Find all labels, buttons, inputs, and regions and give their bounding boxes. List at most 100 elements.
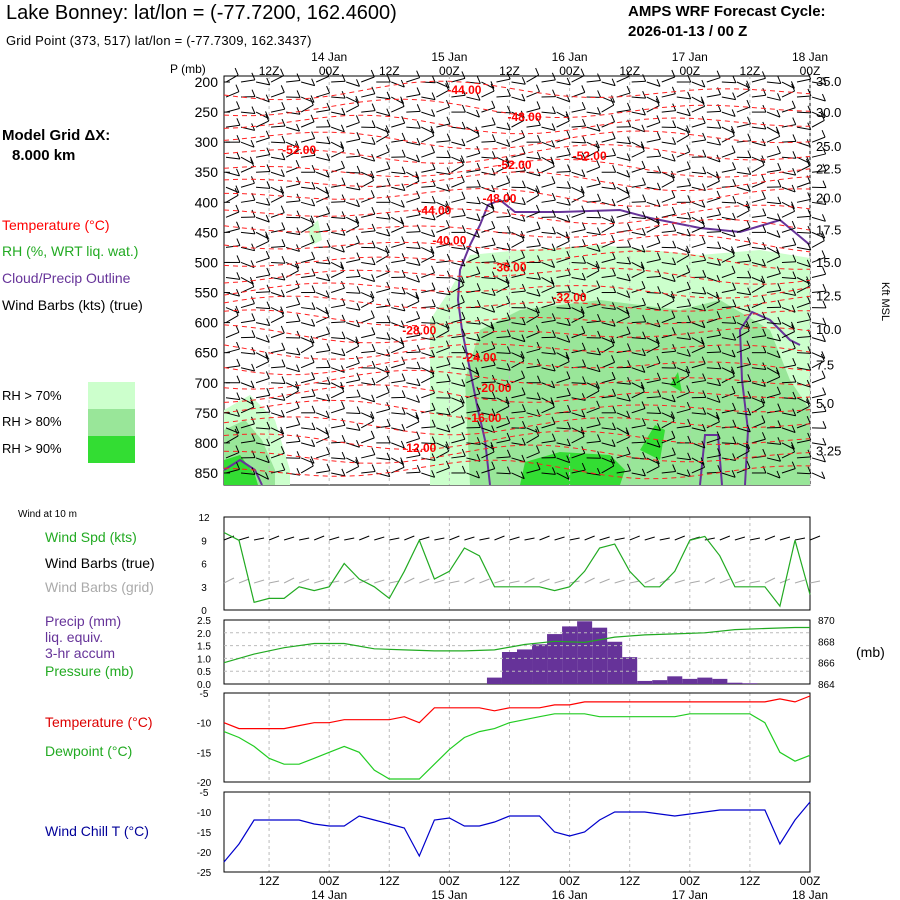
wind-barb [571,429,585,444]
wind-barb [646,218,660,233]
wind-barb [301,268,316,278]
wind-barb [300,319,316,327]
wind-barb [616,309,630,324]
wind-barb [661,464,677,474]
wind-barb-grid [253,579,265,584]
rh70-area-top [308,220,322,245]
wind-barb [736,287,752,296]
wind-barb [616,189,630,203]
wind-barb [406,294,420,309]
wind-barb [496,71,511,83]
wind-barb [511,283,526,294]
wind-barb [526,134,541,143]
rh80-area [465,300,810,485]
temperature-contour-label: -40.00 [432,233,466,247]
wind-barb [421,419,436,429]
wind-barb [436,83,450,98]
wind-barb [526,375,541,384]
wind-barb [811,421,827,429]
wind-barb [601,319,616,327]
wind-barb [526,272,541,280]
bottom-hour-label: 00Z [559,874,580,888]
wind-barb [556,164,572,173]
wind-barb [796,192,812,203]
wind-barb-10m [659,537,670,541]
wind-barb-grid [599,578,610,584]
wind-barb [526,308,540,324]
wind-barb [676,108,691,117]
wind-barb [361,394,376,403]
wind-barb [661,257,677,266]
wind-barb [631,264,645,278]
wind-barb [286,313,301,324]
top-hour-label: 12Z [499,64,520,78]
wind-barb [811,93,826,102]
wind-barb-10m [268,535,280,541]
wind-barb [225,445,240,459]
wind-barb [811,214,826,222]
wind-barb-10m [359,535,370,541]
wind-barb [616,69,630,83]
wind-barb [796,346,812,354]
legend-wind: Wind Barbs (kts) (true) [2,297,143,313]
wind-barb [511,197,526,205]
wind-barb [766,300,782,309]
wind-barb [466,146,481,158]
wind-barb [811,404,827,414]
wind-barb-grid [794,579,806,584]
wind-barb [406,154,420,163]
wind-barb [496,466,511,475]
wind-barb [556,234,570,248]
wind-barb [376,349,391,357]
cloud-outline-right [738,310,801,486]
wind-barb [676,127,690,143]
wind-barb [736,340,751,354]
top-date-label: 14 Jan [311,50,347,64]
wind-barb [676,418,692,429]
wind-barb [496,175,511,188]
wind-barb-grid [539,578,550,584]
bottom-hour-label: 12Z [619,874,640,888]
wind-barb-grid [584,577,595,584]
wind-barb [691,219,706,233]
wind-barb [300,218,314,233]
wind-barb [376,298,391,309]
wind-barb [781,374,797,384]
top-hour-label: 12Z [740,64,761,78]
wind-barb [240,243,256,252]
wind-barb [631,348,646,357]
wind-barb [331,348,346,357]
temperature-contour-label: -24.00 [462,351,496,365]
wind-barb [421,436,436,445]
wind-barb [571,325,586,339]
wind-barb [421,195,436,204]
wind-barb [571,255,587,264]
wind-barb [766,350,781,359]
wind-barb [391,339,405,354]
wind-barb [736,184,751,192]
wind-barb [661,430,676,444]
wind-barb [376,211,391,220]
wind-barb [766,470,781,479]
wind-barb [255,354,270,369]
model-grid-label: Model Grid ΔX: [2,127,111,144]
wind-barb [721,470,736,478]
wind-barb [391,457,405,466]
wind-barb [811,283,827,294]
wind-barb-10m [449,535,460,541]
wind-barb [361,153,376,162]
wind-barb [225,221,240,233]
wind-barb [736,203,750,218]
wind-barb [466,109,480,118]
wind-barb [721,162,736,173]
wind-barb [436,390,451,399]
wind-barb [751,328,767,339]
temperature-contour-label: -44.00 [417,203,451,217]
wind-barb [511,93,526,102]
wind-barb [331,297,346,309]
bottom-hour-label: 00Z [800,874,821,888]
wind-barb [240,139,255,148]
wind-barb [481,254,496,263]
wind-barb [451,138,466,147]
wind-barb [346,132,361,143]
